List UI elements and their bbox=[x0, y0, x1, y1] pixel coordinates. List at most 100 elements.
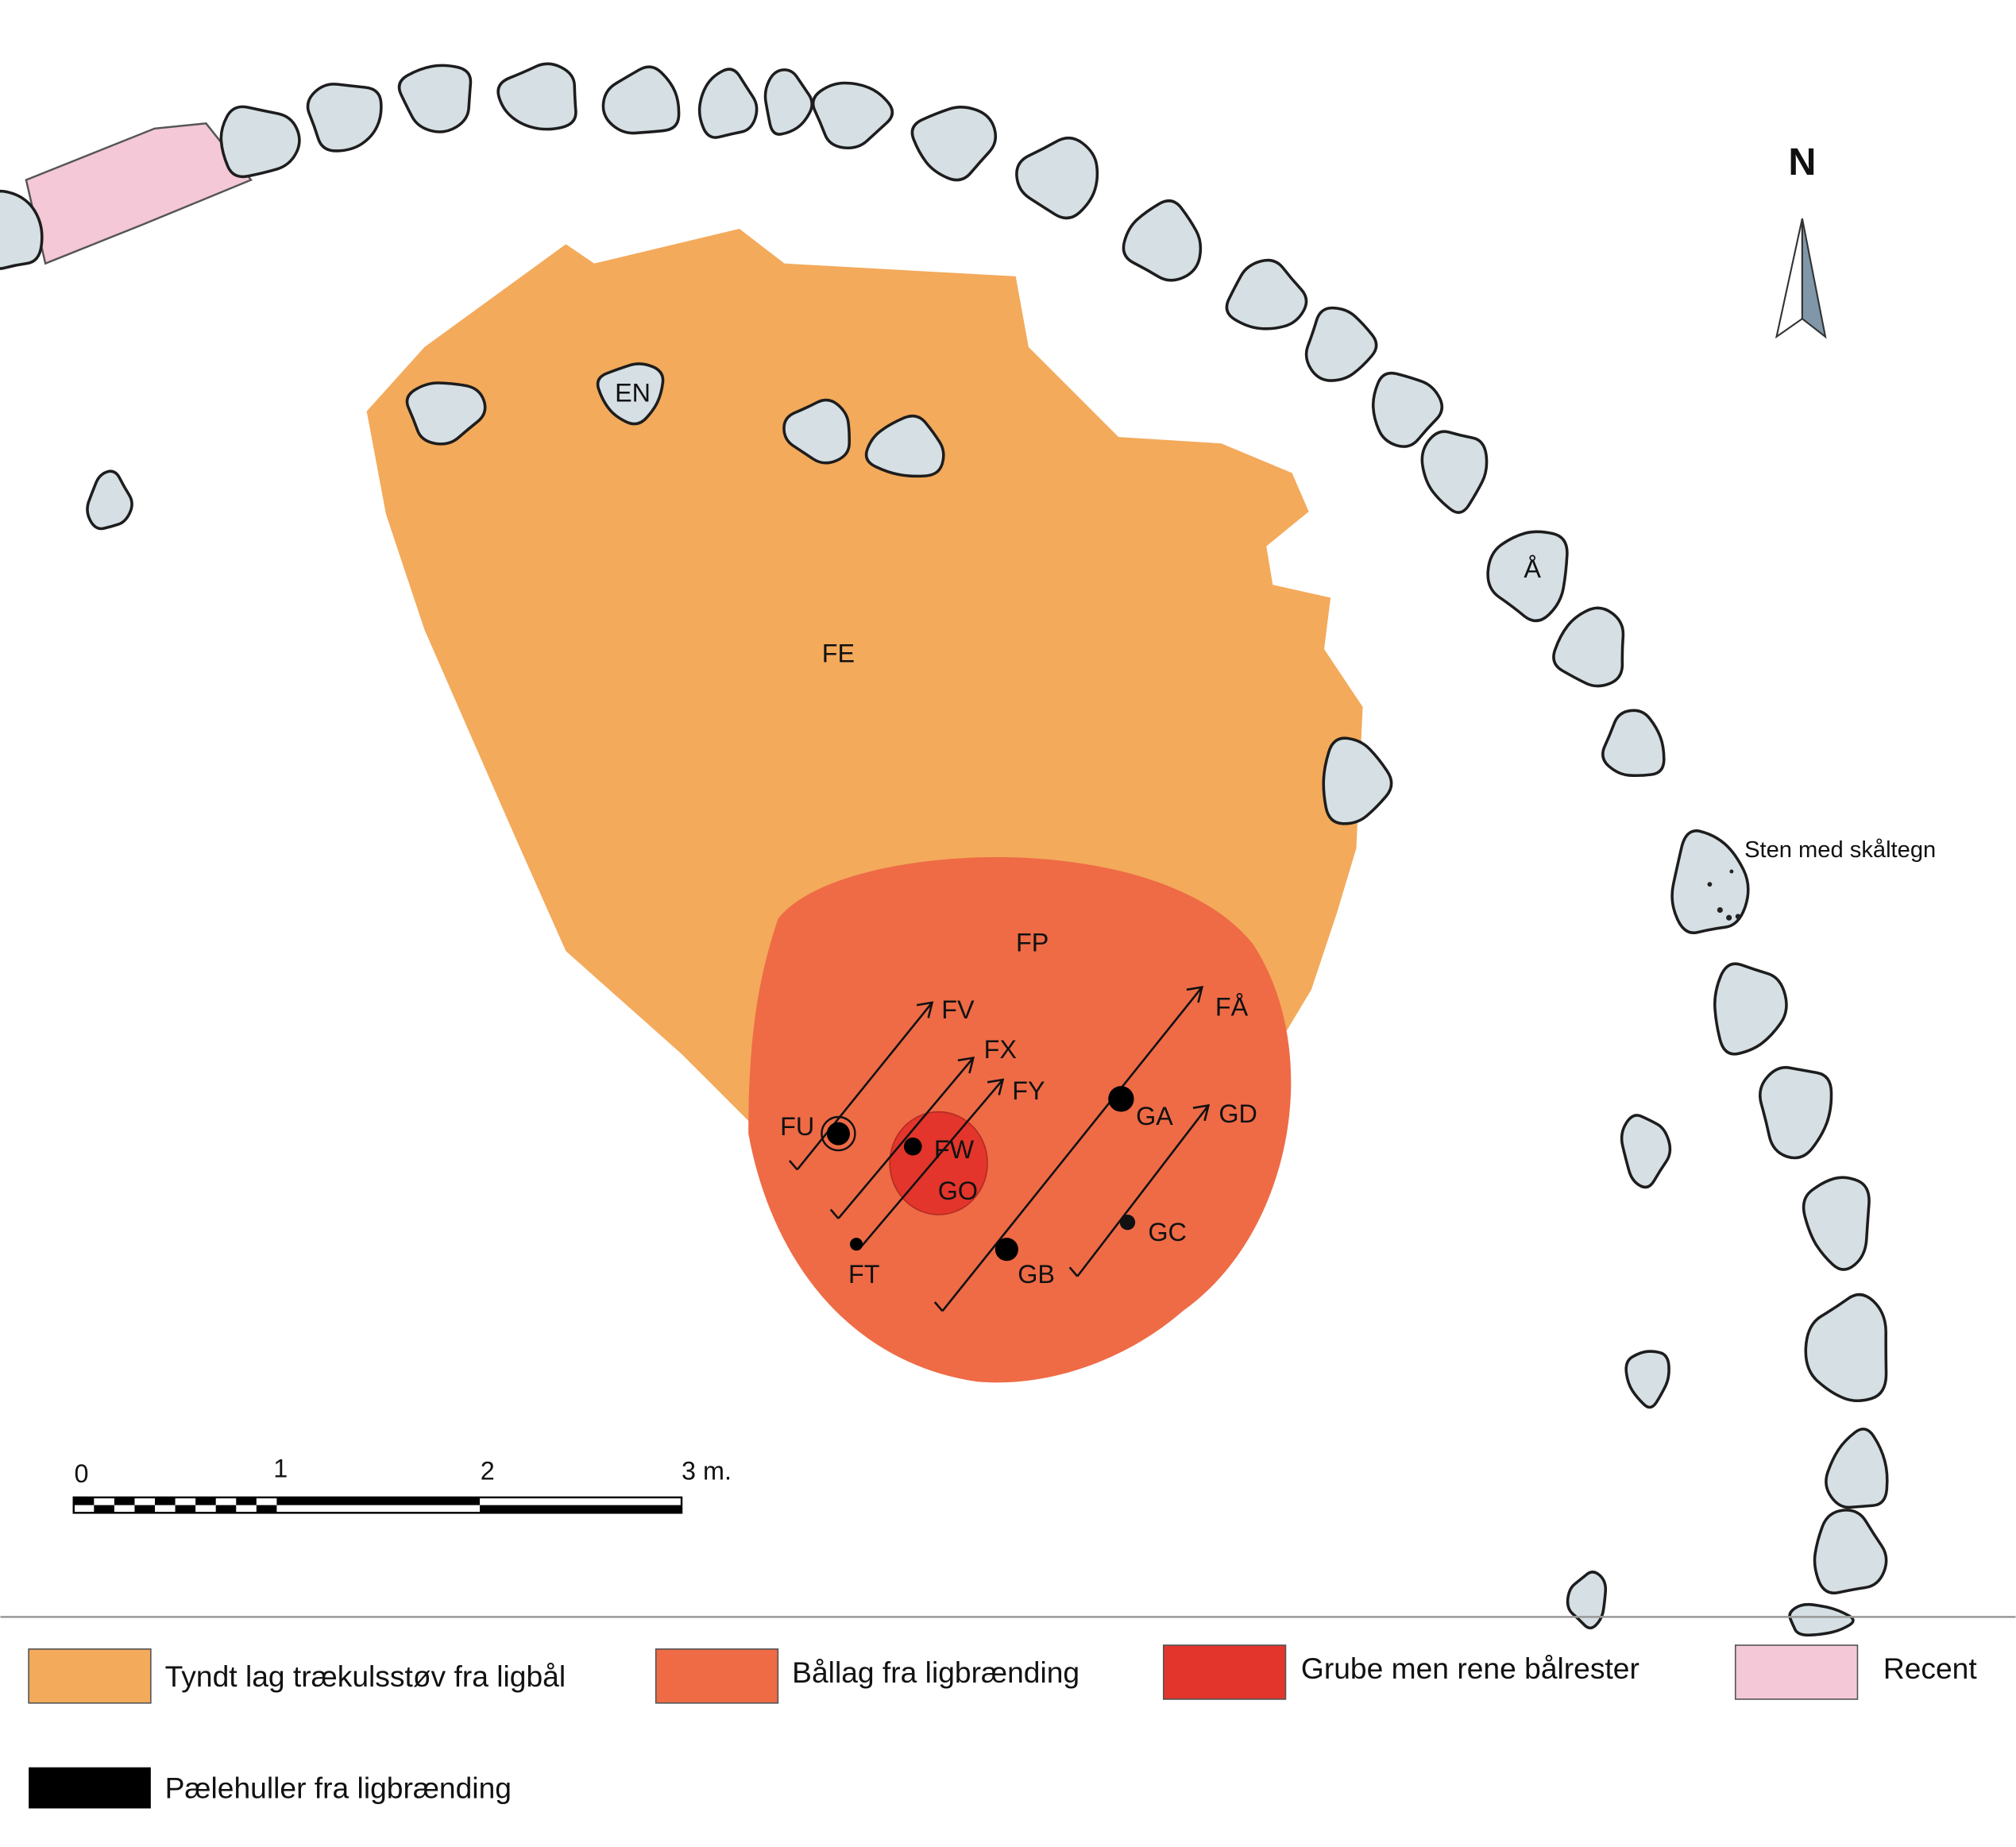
north-label: N bbox=[1788, 141, 1816, 184]
stone bbox=[596, 362, 665, 426]
scale-label: 3 m. bbox=[682, 1457, 732, 1486]
stone bbox=[397, 64, 473, 133]
feature-label: Å bbox=[1524, 554, 1541, 583]
stone bbox=[86, 469, 133, 531]
stone bbox=[1420, 430, 1489, 514]
stone bbox=[1624, 1350, 1670, 1409]
scale-label: 0 bbox=[74, 1459, 88, 1488]
stone-circle bbox=[0, 62, 1889, 1637]
stone bbox=[1813, 1509, 1888, 1595]
scale-segment bbox=[155, 1497, 176, 1505]
pyre-layer bbox=[748, 856, 1292, 1383]
feature-label: GO bbox=[938, 1177, 978, 1205]
feature-label: FV bbox=[941, 995, 975, 1024]
feature-label: FÅ bbox=[1215, 993, 1249, 1022]
annotation: Sten med skåltegn bbox=[1744, 837, 1936, 863]
feature-label: FP bbox=[1016, 929, 1049, 957]
feature-label: FT bbox=[848, 1260, 880, 1289]
stone bbox=[1713, 962, 1788, 1056]
feature-label: FE bbox=[822, 639, 855, 668]
post-hole bbox=[849, 1238, 863, 1251]
stone bbox=[1802, 1176, 1871, 1271]
section-line bbox=[858, 1078, 1005, 1250]
section-line bbox=[941, 985, 1204, 1312]
feature-label: FX bbox=[984, 1035, 1017, 1064]
scale-segment bbox=[73, 1497, 95, 1505]
stone bbox=[811, 81, 894, 150]
stone bbox=[405, 381, 487, 446]
stone bbox=[1552, 606, 1625, 688]
cup-marks bbox=[1707, 869, 1741, 921]
stone bbox=[1825, 1428, 1889, 1509]
scale-label: 1 bbox=[273, 1454, 288, 1482]
feature-label: FW bbox=[934, 1135, 975, 1164]
feature-label: GA bbox=[1136, 1102, 1173, 1130]
stone bbox=[1122, 199, 1203, 282]
stone bbox=[782, 398, 852, 465]
stone bbox=[1759, 1065, 1833, 1160]
legend-label: Pælehuller fra ligbrænding bbox=[165, 1772, 512, 1805]
post-hole bbox=[826, 1122, 850, 1146]
recent-area bbox=[25, 122, 253, 265]
post-hole bbox=[1119, 1214, 1136, 1231]
stone bbox=[496, 62, 577, 131]
scale-segment bbox=[134, 1505, 156, 1513]
scale-segment bbox=[236, 1497, 257, 1505]
stone bbox=[697, 68, 759, 139]
post-hole bbox=[994, 1238, 1018, 1262]
legend-swatch bbox=[28, 1648, 152, 1704]
legend-label: Tyndt lag trækulsstøv fra ligbål bbox=[165, 1660, 566, 1693]
stone bbox=[306, 83, 383, 153]
scale-bar bbox=[72, 1496, 683, 1514]
section-lines bbox=[788, 985, 1211, 1312]
legend-swatch bbox=[1734, 1644, 1859, 1700]
stone bbox=[1304, 306, 1378, 382]
legend-label: Grube men rene bålrester bbox=[1301, 1652, 1639, 1685]
stone bbox=[763, 68, 813, 136]
scale-segment bbox=[215, 1505, 237, 1513]
legend-swatch bbox=[1162, 1644, 1287, 1700]
stone bbox=[1788, 1602, 1855, 1637]
post-holes bbox=[821, 1086, 1136, 1262]
legend-label: Recent bbox=[1883, 1652, 1978, 1685]
stone bbox=[1371, 371, 1444, 448]
stone bbox=[1804, 1293, 1888, 1403]
stone bbox=[1566, 1571, 1608, 1630]
post-hole bbox=[903, 1137, 922, 1156]
north-arrow-right bbox=[1801, 218, 1827, 339]
stone bbox=[1015, 136, 1099, 220]
stone bbox=[219, 105, 301, 179]
scale-segment bbox=[94, 1505, 114, 1513]
feature-label: GC bbox=[1148, 1218, 1187, 1246]
stone bbox=[910, 106, 998, 182]
stone bbox=[0, 189, 44, 270]
legend-label: Bållag fra ligbrænding bbox=[792, 1656, 1079, 1689]
stone bbox=[1601, 709, 1666, 778]
feature-label: GD bbox=[1218, 1099, 1257, 1128]
feature-label: FU bbox=[780, 1112, 814, 1141]
feature-label: EN bbox=[615, 378, 651, 407]
post-hole-outline bbox=[821, 1115, 856, 1152]
pit bbox=[889, 1111, 988, 1215]
post-hole bbox=[1108, 1086, 1134, 1112]
scale-label: 2 bbox=[481, 1457, 495, 1486]
stone bbox=[1670, 829, 1750, 934]
section-line bbox=[837, 1056, 975, 1219]
feature-label: FY bbox=[1012, 1076, 1045, 1105]
stone bbox=[1620, 1114, 1672, 1189]
section-ticks bbox=[788, 1160, 1079, 1312]
legend-swatch bbox=[655, 1648, 779, 1704]
north-arrow-left bbox=[1775, 218, 1803, 339]
scale-segment bbox=[195, 1497, 216, 1505]
stone bbox=[1322, 736, 1393, 825]
scale-segment bbox=[175, 1505, 196, 1513]
scale-segment bbox=[114, 1497, 135, 1505]
stone bbox=[601, 65, 681, 135]
stone bbox=[864, 414, 945, 478]
section-line bbox=[796, 1001, 934, 1171]
stone bbox=[1225, 258, 1308, 330]
legend-swatch bbox=[29, 1767, 151, 1809]
section-line bbox=[1076, 1103, 1211, 1277]
